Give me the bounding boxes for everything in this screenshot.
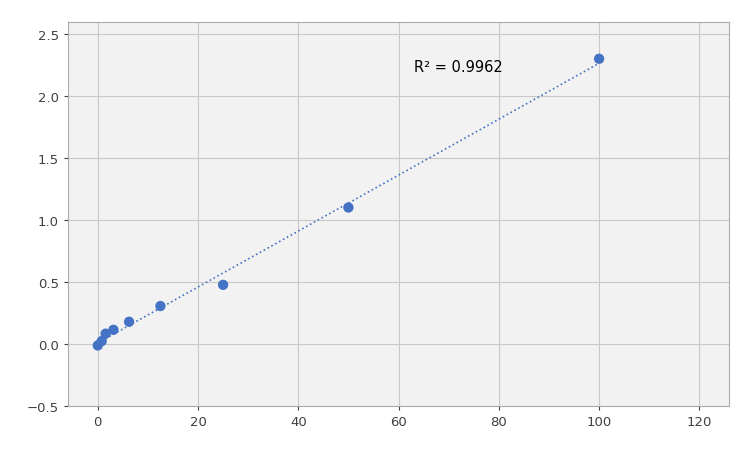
- Point: [217, 281, 229, 289]
- Point: [154, 303, 166, 310]
- Point: [108, 327, 120, 334]
- Point: [99, 330, 111, 337]
- Point: [96, 338, 108, 345]
- Point: [92, 342, 104, 349]
- Point: [593, 56, 605, 63]
- Text: R² = 0.9962: R² = 0.9962: [414, 60, 502, 75]
- Point: [123, 318, 135, 326]
- Point: [342, 204, 354, 212]
